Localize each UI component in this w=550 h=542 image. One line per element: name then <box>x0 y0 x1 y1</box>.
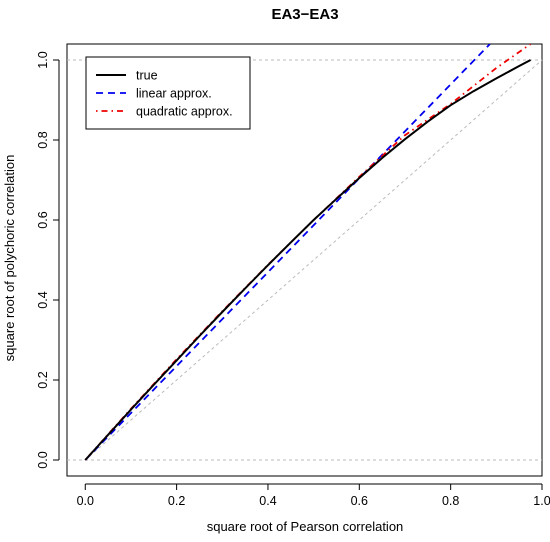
y-tick-label-1: 0.2 <box>36 371 50 388</box>
plot-frame <box>66 43 543 477</box>
series-layer <box>84 44 532 461</box>
chart-title: EA3−EA3 <box>271 6 338 23</box>
reference-line-2 <box>84 59 543 461</box>
series-line-linear-approx- <box>84 44 491 461</box>
x-tick-label-2: 0.4 <box>259 494 276 508</box>
legend-box <box>85 56 251 130</box>
x-tick-label-3: 0.6 <box>351 494 368 508</box>
x-tick-label-4: 0.8 <box>442 494 459 508</box>
x-axis-label: square root of Pearson correlation <box>207 519 404 534</box>
x-tick-label-5: 1.0 <box>533 494 550 508</box>
y-tick-label-0: 0.0 <box>36 451 50 468</box>
legend-label-2: quadratic approx. <box>136 105 233 119</box>
x-tick-label-0: 0.0 <box>77 494 94 508</box>
legend-label-0: true <box>136 69 158 83</box>
y-axis: 0.0 0.2 0.4 0.6 0.8 1.0 <box>36 51 60 469</box>
x-tick-label-1: 0.2 <box>168 494 185 508</box>
legend: true linear approx. quadratic approx. <box>85 56 251 130</box>
y-tick-label-2: 0.4 <box>36 291 50 308</box>
x-axis: 0.0 0.2 0.4 0.6 0.8 1.0 <box>77 483 550 508</box>
legend-label-1: linear approx. <box>136 87 212 101</box>
y-tick-label-4: 0.8 <box>36 131 50 148</box>
y-axis-label: square root of polychoric correlation <box>2 155 17 362</box>
y-tick-label-5: 1.0 <box>36 51 50 68</box>
series-line-true <box>84 59 532 461</box>
y-tick-label-3: 0.6 <box>36 211 50 228</box>
